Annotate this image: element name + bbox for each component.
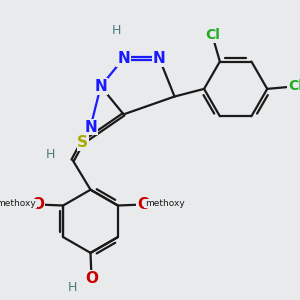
Text: N: N — [117, 51, 130, 66]
Text: methoxy: methoxy — [0, 199, 36, 208]
Text: H: H — [46, 148, 56, 160]
Text: O: O — [85, 271, 98, 286]
Text: H: H — [111, 24, 121, 37]
Text: O: O — [31, 197, 44, 212]
Text: O: O — [137, 197, 150, 212]
Text: methoxy: methoxy — [145, 199, 184, 208]
Text: N: N — [94, 79, 107, 94]
Text: Cl: Cl — [288, 79, 300, 93]
Text: N: N — [84, 120, 97, 135]
Text: N: N — [153, 51, 166, 66]
Text: H: H — [68, 281, 77, 294]
Text: S: S — [77, 135, 88, 150]
Text: Cl: Cl — [205, 28, 220, 42]
